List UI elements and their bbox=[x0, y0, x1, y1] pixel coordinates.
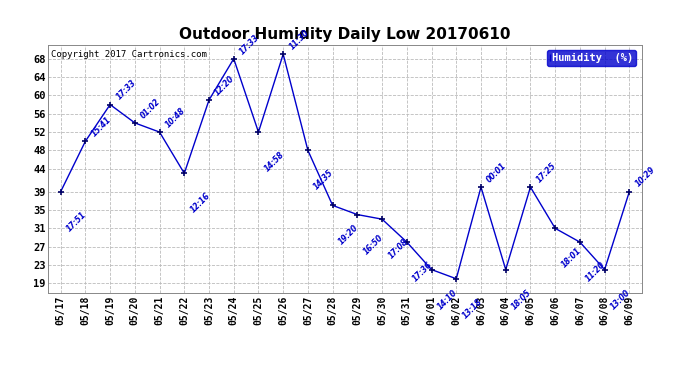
Text: 12:16: 12:16 bbox=[188, 191, 212, 215]
Text: 18:05: 18:05 bbox=[510, 288, 533, 311]
Text: 17:08: 17:08 bbox=[386, 237, 410, 261]
Text: 18:01: 18:01 bbox=[560, 246, 582, 270]
Text: 10:48: 10:48 bbox=[164, 106, 187, 129]
Text: 17:51: 17:51 bbox=[65, 210, 88, 233]
Text: 17:33: 17:33 bbox=[115, 78, 137, 102]
Legend: Humidity  (%): Humidity (%) bbox=[547, 50, 636, 66]
Text: 17:25: 17:25 bbox=[535, 161, 558, 184]
Text: 16:50: 16:50 bbox=[362, 232, 385, 256]
Text: 11:20: 11:20 bbox=[584, 260, 607, 284]
Text: 15:41: 15:41 bbox=[90, 115, 113, 138]
Text: 10:29: 10:29 bbox=[633, 165, 657, 189]
Text: 01:02: 01:02 bbox=[139, 97, 162, 120]
Text: 14:10: 14:10 bbox=[435, 288, 459, 311]
Text: 00:01: 00:01 bbox=[485, 161, 509, 184]
Text: 13:00: 13:00 bbox=[609, 288, 632, 311]
Text: 17:36: 17:36 bbox=[411, 260, 434, 284]
Text: 17:33: 17:33 bbox=[238, 33, 262, 56]
Text: 14:58: 14:58 bbox=[263, 150, 286, 174]
Text: 13:18: 13:18 bbox=[460, 297, 484, 320]
Title: Outdoor Humidity Daily Low 20170610: Outdoor Humidity Daily Low 20170610 bbox=[179, 27, 511, 42]
Text: 19:20: 19:20 bbox=[337, 224, 360, 247]
Text: 12:20: 12:20 bbox=[213, 74, 237, 97]
Text: Copyright 2017 Cartronics.com: Copyright 2017 Cartronics.com bbox=[51, 50, 207, 59]
Text: 11:30: 11:30 bbox=[287, 28, 310, 51]
Text: 14:35: 14:35 bbox=[312, 168, 335, 192]
